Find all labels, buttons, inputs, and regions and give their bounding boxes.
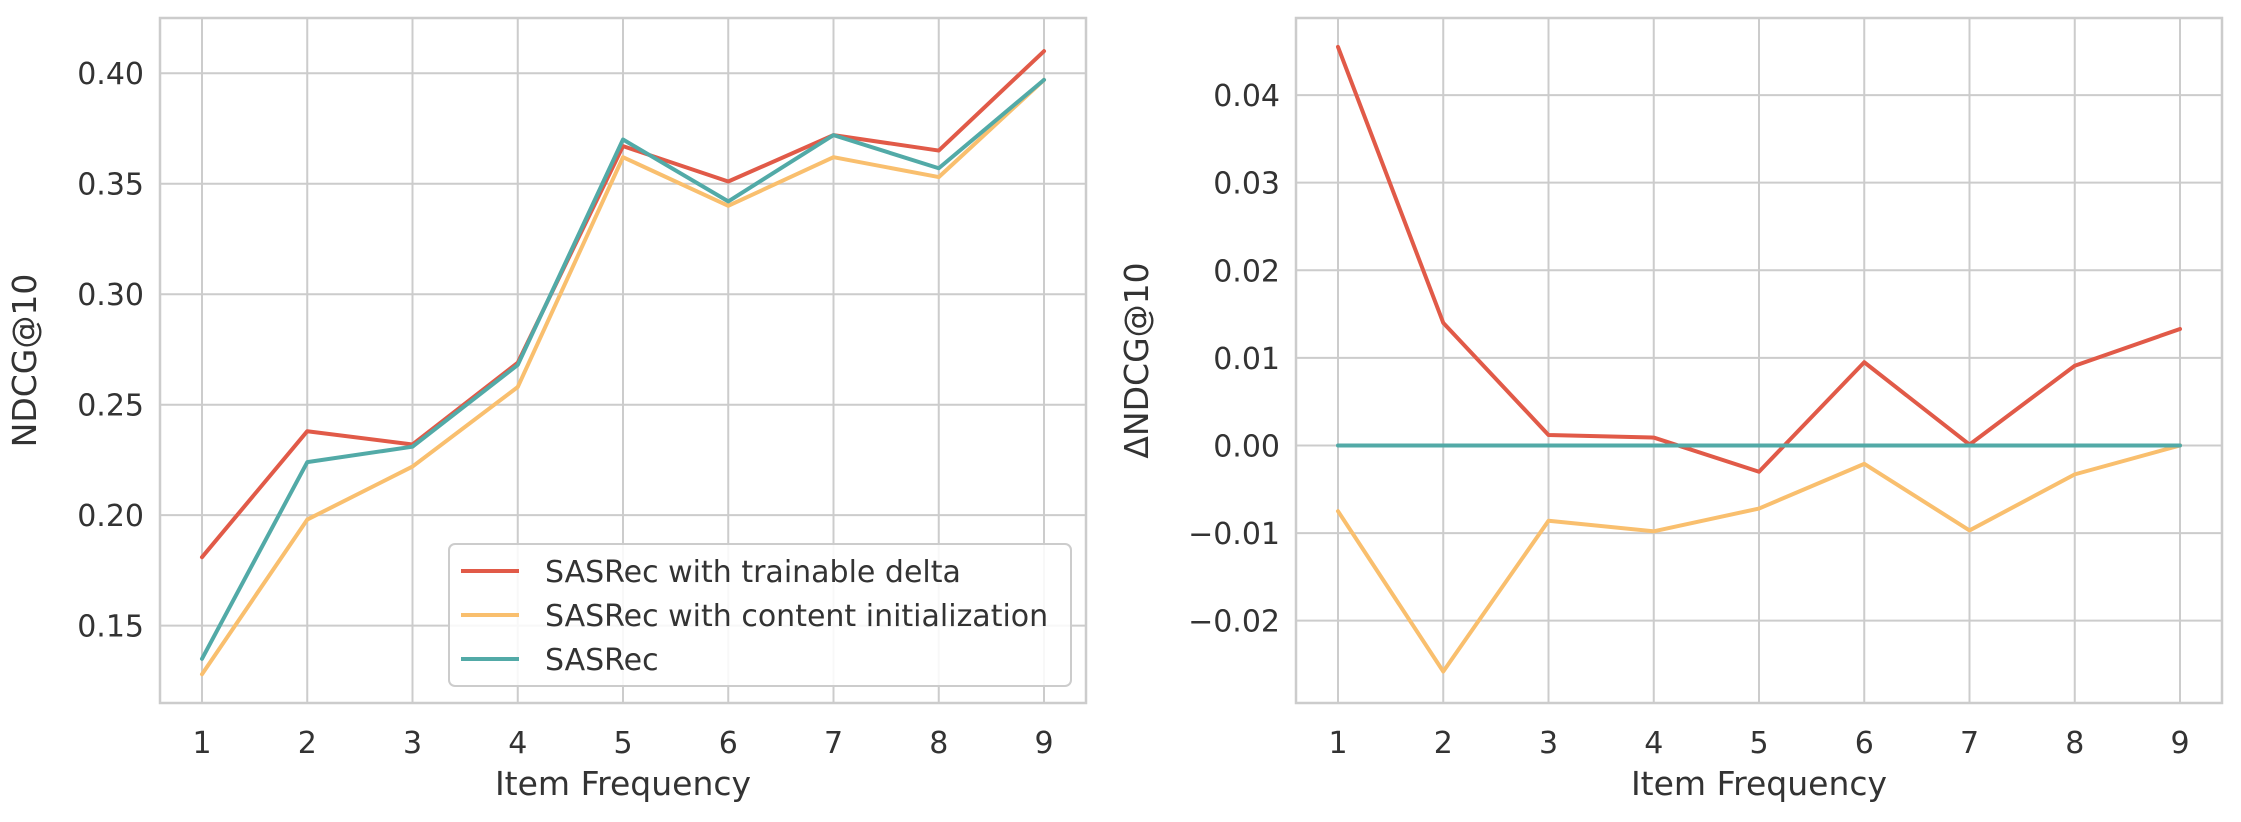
x-tick-label: 8 — [929, 726, 948, 761]
x-tick-label: 6 — [1855, 726, 1874, 761]
y-tick-label: 0.40 — [77, 57, 144, 92]
legend-label: SASRec with content initialization — [545, 599, 1048, 634]
y-tick-label: 0.25 — [77, 389, 144, 424]
x-tick-label: 3 — [1539, 726, 1558, 761]
y-axis-label: ΔNDCG@10 — [1117, 262, 1156, 458]
x-tick-label: 1 — [192, 726, 211, 761]
chart-panel-2: 1 2 3 4 5 6 7 8 9 −0.02 −0.01 0.00 0.01 0.02 0.03 0.04 I… — [1117, 16, 2224, 803]
legend-label: SASRec with trainable delta — [545, 555, 961, 590]
y-tick-label: 0.04 — [1213, 79, 1280, 114]
series-line-1 — [1336, 44, 2182, 474]
x-tick-label: 1 — [1328, 726, 1347, 761]
series-line-1 — [200, 49, 1046, 560]
x-tick-label: 2 — [1434, 726, 1453, 761]
plot-frame — [158, 16, 1088, 705]
series-line-2 — [200, 77, 1046, 677]
y-tick-label: −0.01 — [1188, 517, 1280, 552]
x-tick-label: 7 — [824, 726, 843, 761]
y-tick-label: 0.15 — [77, 610, 144, 645]
x-tick-label: 9 — [1034, 726, 1053, 761]
x-tick-label: 3 — [403, 726, 422, 761]
legend-box — [448, 543, 1072, 687]
x-tick-label: 4 — [508, 726, 527, 761]
y-tick-label: 0.03 — [1213, 167, 1280, 202]
y-tick-label: −0.02 — [1188, 605, 1280, 640]
series-line-2 — [1336, 443, 2182, 674]
x-axis-label: Item Frequency — [1631, 764, 1887, 803]
chart-panel-1: 1 2 3 4 5 6 7 8 9 0.15 0.20 0.25 0.30 0.35 0.40 Item Fr… — [5, 16, 1088, 803]
x-tick-label: 8 — [2065, 726, 2084, 761]
x-tick-label: 5 — [613, 726, 632, 761]
y-tick-label: 0.20 — [77, 499, 144, 534]
y-axis-label: NDCG@10 — [5, 274, 44, 448]
x-tick-label: 2 — [298, 726, 317, 761]
x-tick-label: 9 — [2170, 726, 2189, 761]
x-tick-label: 4 — [1644, 726, 1663, 761]
series-line-3 — [200, 77, 1046, 661]
plot-frame — [1294, 16, 2224, 705]
y-tick-label: 0.30 — [77, 278, 144, 313]
legend-label: SASRec — [545, 643, 659, 678]
y-tick-label: 0.35 — [77, 168, 144, 203]
x-tick-label: 6 — [719, 726, 738, 761]
y-tick-label: 0.01 — [1213, 342, 1280, 377]
y-tick-label: 0.00 — [1213, 429, 1280, 464]
y-tick-label: 0.02 — [1213, 254, 1280, 289]
x-axis-label: Item Frequency — [495, 764, 751, 803]
x-tick-label: 5 — [1749, 726, 1768, 761]
x-tick-label: 7 — [1960, 726, 1979, 761]
legend: SASRec with trainable delta SASRec with c… — [448, 543, 1072, 687]
